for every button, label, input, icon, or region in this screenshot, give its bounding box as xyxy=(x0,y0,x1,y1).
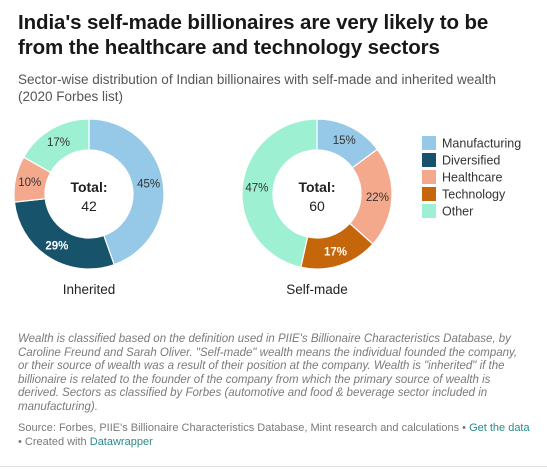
donut-inherited: 45% 29% 10% 17% Total: 42 Inherited xyxy=(13,118,165,297)
slice-diversified xyxy=(13,198,115,270)
donut-self-made: 15% 22% 17% 47% Total: 60 Self-made xyxy=(241,118,393,297)
legend-label-manufacturing: Manufacturing xyxy=(442,137,521,151)
source-line: Source: Forbes, PIIE's Billionaire Chara… xyxy=(18,421,533,449)
separator: • xyxy=(462,422,466,434)
get-data-link[interactable]: Get the data xyxy=(469,422,530,434)
total-value: 60 xyxy=(309,198,325,214)
slice-value-label: 15% xyxy=(333,135,356,147)
slice-value-label: 22% xyxy=(366,192,389,204)
created-with-text: Created with xyxy=(24,436,87,448)
total-value: 42 xyxy=(81,198,97,214)
chart-title: India's self-made billionaires are very … xyxy=(18,11,489,59)
chart-notes: Wealth is classified based on the defini… xyxy=(18,333,518,413)
slice-other xyxy=(22,118,90,174)
total-label: Total: xyxy=(298,179,335,195)
legend-swatch-healthcare xyxy=(422,170,436,184)
legend-label-technology: Technology xyxy=(442,188,506,202)
separator: • xyxy=(18,436,22,448)
slice-manufacturing xyxy=(88,118,165,266)
slice-value-label: 47% xyxy=(245,182,268,194)
slice-other xyxy=(241,118,318,268)
slice-value-label: 10% xyxy=(18,177,41,189)
total-label: Total: xyxy=(70,179,107,195)
legend: Manufacturing Diversified Healthcare Techno… xyxy=(422,136,521,219)
legend-swatch-other xyxy=(422,204,436,218)
chart-subtitle: Sector-wise distribution of Indian billi… xyxy=(18,72,496,104)
legend-label-healthcare: Healthcare xyxy=(442,171,502,185)
source-text: Source: Forbes, PIIE's Billionaire Chara… xyxy=(18,422,460,434)
chart-name-label: Self-made xyxy=(286,282,348,297)
legend-label-diversified: Diversified xyxy=(442,154,500,168)
chart-header: India's self-made billionaires are very … xyxy=(18,10,534,105)
slice-value-label: 45% xyxy=(137,179,160,191)
slice-value-label: 17% xyxy=(47,137,70,149)
legend-swatch-manufacturing xyxy=(422,136,436,150)
footer-divider xyxy=(0,466,547,467)
legend-swatch-technology xyxy=(422,187,436,201)
datawrapper-link[interactable]: Datawrapper xyxy=(89,436,153,448)
chart-name-label: Inherited xyxy=(63,282,116,297)
slice-value-label: 29% xyxy=(45,240,68,252)
legend-label-other: Other xyxy=(442,205,473,219)
slice-value-label: 17% xyxy=(324,247,347,259)
legend-swatch-diversified xyxy=(422,153,436,167)
